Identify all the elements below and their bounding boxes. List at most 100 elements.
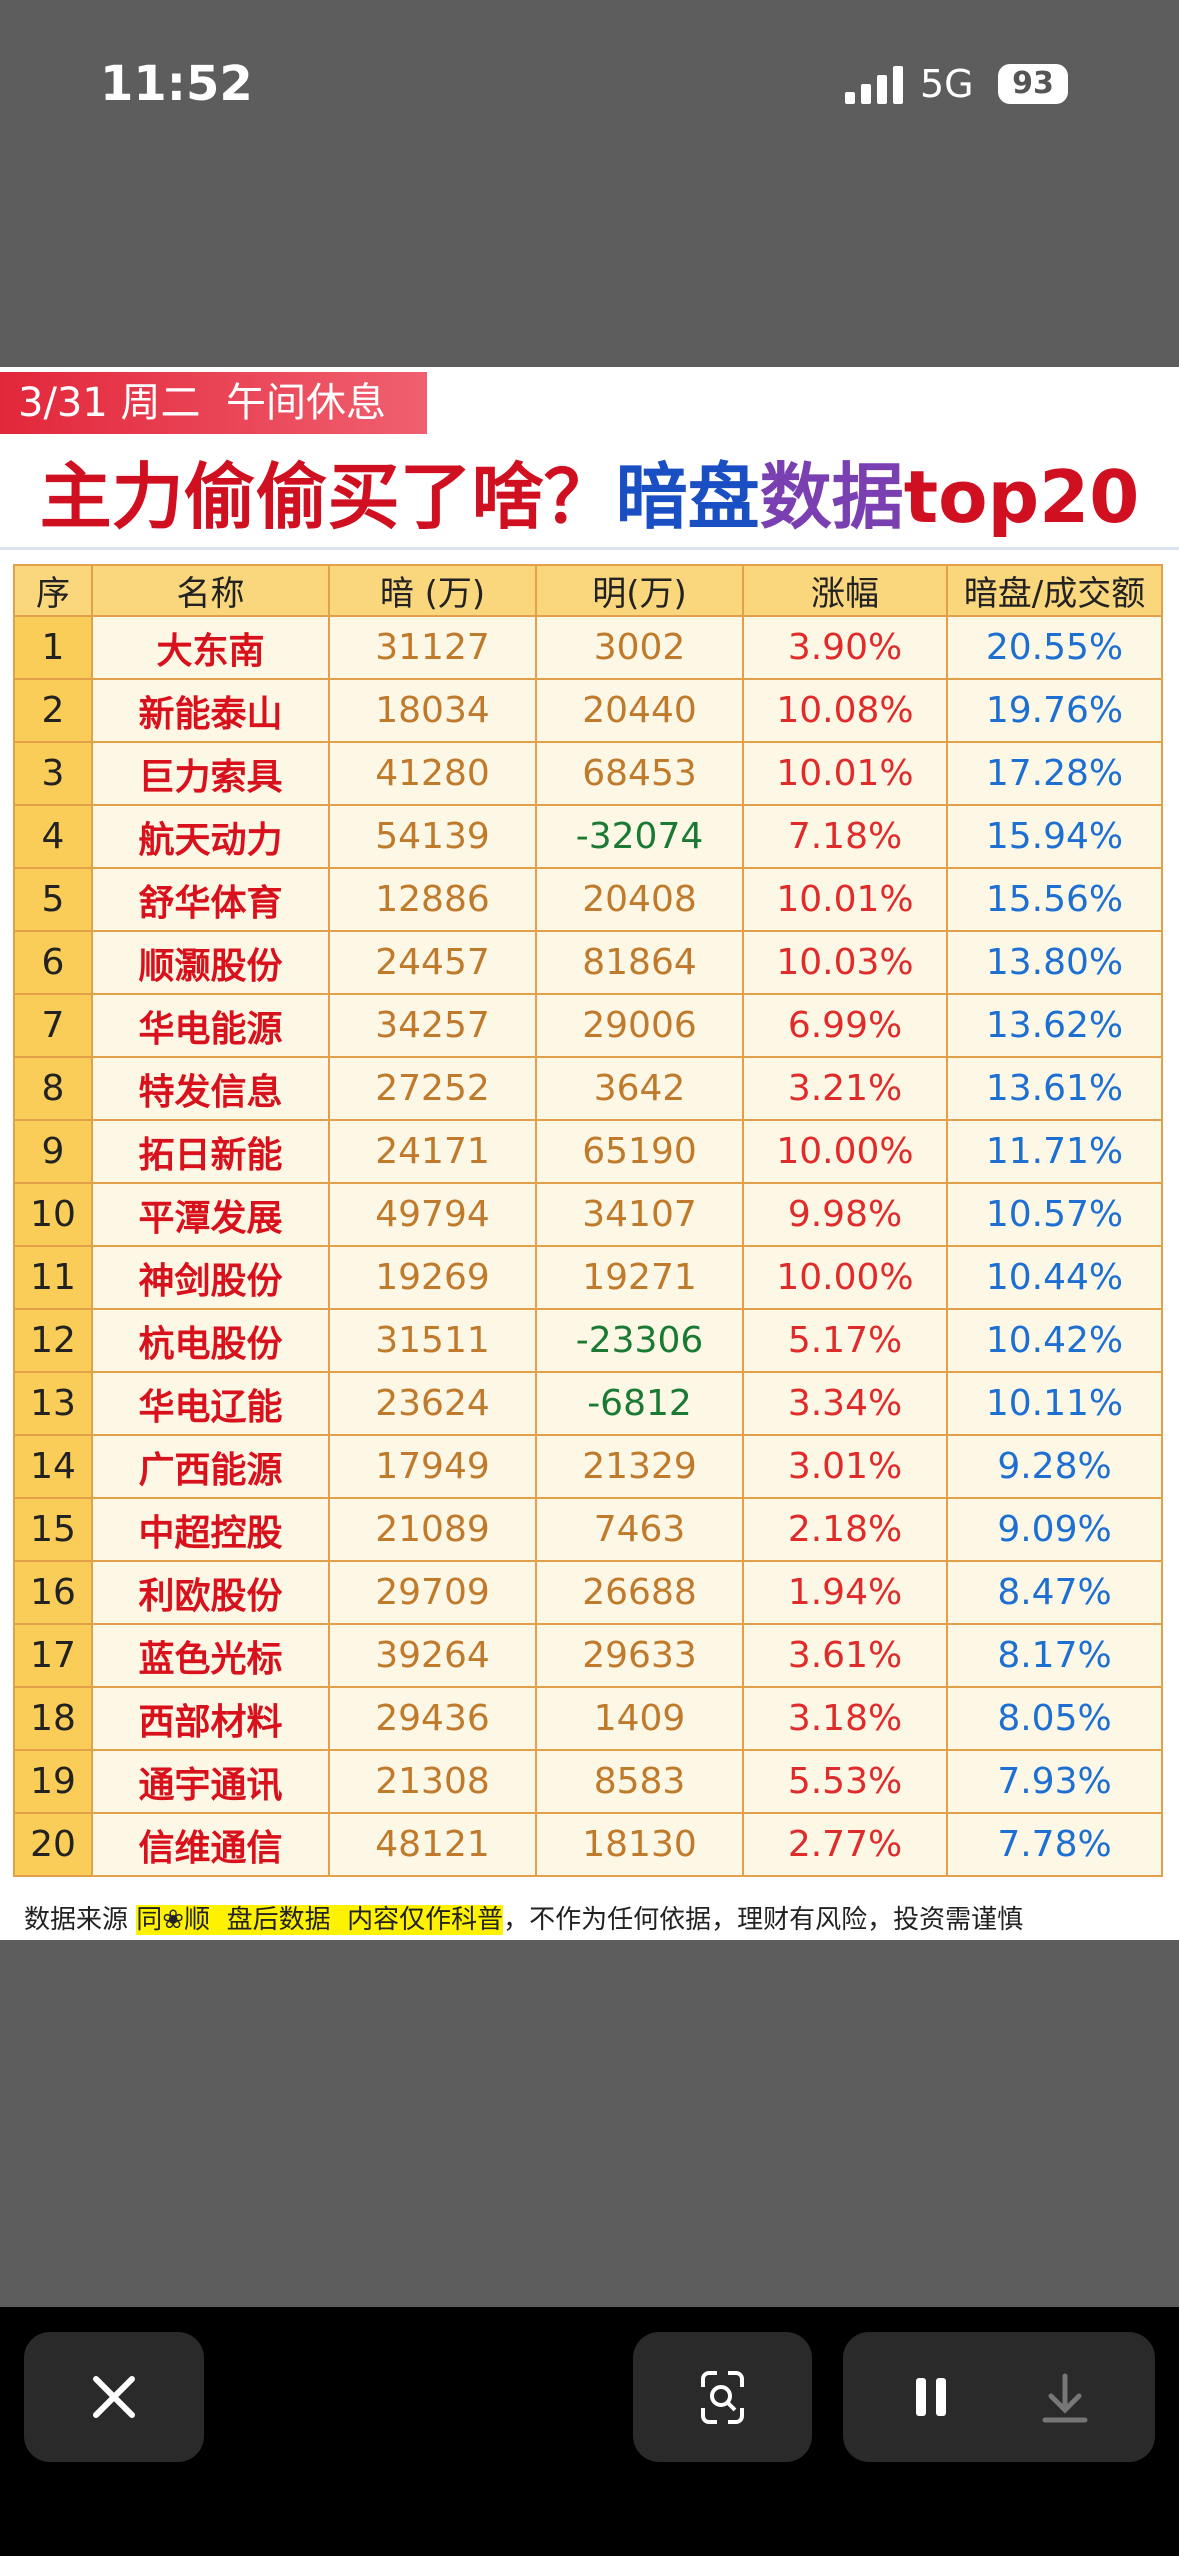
title-part: top20 xyxy=(903,455,1140,539)
table-cell: 15.56% xyxy=(946,867,1163,932)
table-cell: -23306 xyxy=(535,1308,744,1373)
table-cell: 航天动力 xyxy=(91,804,330,869)
table-row: 5 舒华体育 12886 20408 10.01% 15.56% xyxy=(13,867,1163,932)
lens-button[interactable] xyxy=(633,2332,812,2462)
table-row: 3 巨力索具 41280 68453 10.01% 17.28% xyxy=(13,741,1163,806)
table-row: 11 神剑股份 19269 19271 10.00% 10.44% xyxy=(13,1245,1163,1310)
table-cell: 平潭发展 xyxy=(91,1182,330,1247)
table-cell: 18034 xyxy=(328,678,537,743)
table-cell: 19 xyxy=(13,1749,93,1814)
table-cell: 19271 xyxy=(535,1245,744,1310)
header-cell: 暗盘/成交额 xyxy=(946,564,1163,617)
close-icon xyxy=(93,2376,135,2418)
table-cell: 16 xyxy=(13,1560,93,1625)
table-cell: 17949 xyxy=(328,1434,537,1499)
table-cell: 7.18% xyxy=(742,804,948,869)
table-cell: 3.34% xyxy=(742,1371,948,1436)
table-row: 12 杭电股份 31511 -23306 5.17% 10.42% xyxy=(13,1308,1163,1373)
network: 5G xyxy=(920,62,974,106)
table-cell: 10.57% xyxy=(946,1182,1163,1247)
table-cell: 舒华体育 xyxy=(91,867,330,932)
status-time: 11:52 xyxy=(100,56,253,112)
table-cell: 7463 xyxy=(535,1497,744,1562)
table-cell: 3.18% xyxy=(742,1686,948,1751)
table-cell: 蓝色光标 xyxy=(91,1623,330,1688)
data-table: 序名称暗 (万) 明(万) 涨幅 暗盘/成交额 1 大东南 31127 3002 3.90% 20… xyxy=(13,564,1163,1877)
table-cell: 3642 xyxy=(535,1056,744,1121)
table-cell: 19.76% xyxy=(946,678,1163,743)
table-cell: 10.01% xyxy=(742,867,948,932)
table-cell: 5.17% xyxy=(742,1308,948,1373)
divider xyxy=(0,547,1179,550)
table-row: 16 利欧股份 29709 26688 1.94% 8.47% xyxy=(13,1560,1163,1625)
table-cell: 3.01% xyxy=(742,1434,948,1499)
table-cell: 10 xyxy=(13,1182,93,1247)
table-cell: 5.53% xyxy=(742,1749,948,1814)
title-part: 主力偷偷买了啥？ xyxy=(39,455,616,539)
table-row: 14 广西能源 17949 21329 3.01% 9.28% xyxy=(13,1434,1163,1499)
table-cell: 9 xyxy=(13,1119,93,1184)
table-cell: 65190 xyxy=(535,1119,744,1184)
banner: 3/31 周二 午间休息 xyxy=(0,372,427,434)
table-cell: 10.08% xyxy=(742,678,948,743)
table-row: 13 华电辽能 23624 -6812 3.34% 10.11% xyxy=(13,1371,1163,1436)
signal-icon xyxy=(845,66,903,104)
table-cell: 12 xyxy=(13,1308,93,1373)
table-cell: 2.18% xyxy=(742,1497,948,1562)
media-icons[interactable] xyxy=(843,2332,1155,2462)
table-cell: 31127 xyxy=(328,615,537,680)
table-cell: 7 xyxy=(13,993,93,1058)
table-cell: 29633 xyxy=(535,1623,744,1688)
title: 主力偷偷买了啥？暗盘数据top20 xyxy=(0,447,1179,547)
table-cell: 39264 xyxy=(328,1623,537,1688)
table-cell: 9.98% xyxy=(742,1182,948,1247)
table-cell: 10.00% xyxy=(742,1119,948,1184)
table-row: 17 蓝色光标 39264 29633 3.61% 8.17% xyxy=(13,1623,1163,1688)
table-cell: 5 xyxy=(13,867,93,932)
table-cell: 18 xyxy=(13,1686,93,1751)
table-cell: 49794 xyxy=(328,1182,537,1247)
table-cell: 特发信息 xyxy=(91,1056,330,1121)
table-cell: 10.03% xyxy=(742,930,948,995)
header-cell: 暗 (万) xyxy=(328,564,537,617)
table-cell: -6812 xyxy=(535,1371,744,1436)
table-row: 9 拓日新能 24171 65190 10.00% 11.71% xyxy=(13,1119,1163,1184)
title-part: 数据 xyxy=(759,455,904,539)
shared-image: 3/31 周二 午间休息 主力偷偷买了啥？暗盘数据top20 序名称暗 (万) 明… xyxy=(0,367,1179,1940)
table-cell: 10.44% xyxy=(946,1245,1163,1310)
table-cell: 34257 xyxy=(328,993,537,1058)
table-cell: 通宇通讯 xyxy=(91,1749,330,1814)
table-cell: 20408 xyxy=(535,867,744,932)
table-cell: 3002 xyxy=(535,615,744,680)
table-cell: 19269 xyxy=(328,1245,537,1310)
header-row: 序名称暗 (万) 明(万) 涨幅 暗盘/成交额 xyxy=(13,564,1163,617)
table-cell: 13.62% xyxy=(946,993,1163,1058)
table-row: 7 华电能源 34257 29006 6.99% 13.62% xyxy=(13,993,1163,1058)
table-cell: 8.47% xyxy=(946,1560,1163,1625)
table-cell: 29436 xyxy=(328,1686,537,1751)
table-cell: 81864 xyxy=(535,930,744,995)
table-cell: 中超控股 xyxy=(91,1497,330,1562)
table-cell: 21308 xyxy=(328,1749,537,1814)
table-cell: 3.90% xyxy=(742,615,948,680)
table-cell: 13 xyxy=(13,1371,93,1436)
table-cell: 8583 xyxy=(535,1749,744,1814)
table-cell: 广西能源 xyxy=(91,1434,330,1499)
table-cell: 10.42% xyxy=(946,1308,1163,1373)
table-row: 8 特发信息 27252 3642 3.21% 13.61% xyxy=(13,1056,1163,1121)
lens-icon xyxy=(701,2371,744,2424)
header-cell: 涨幅 xyxy=(742,564,948,617)
table-row: 19 通宇通讯 21308 8583 5.53% 7.93% xyxy=(13,1749,1163,1814)
table-cell: 10.01% xyxy=(742,741,948,806)
footer: 数据来源 同❀顺 盘后数据 内容仅作科普，不作为任何依据，理财有风险，投资需谨慎 xyxy=(24,1899,1023,1936)
table-cell: 4 xyxy=(13,804,93,869)
table-row: 20 信维通信 48121 18130 2.77% 7.78% xyxy=(13,1812,1163,1877)
close-button[interactable] xyxy=(24,2332,204,2462)
table-row: 1 大东南 31127 3002 3.90% 20.55% xyxy=(13,615,1163,680)
header-cell: 名称 xyxy=(91,564,330,617)
table-cell: 18130 xyxy=(535,1812,744,1877)
table-row: 15 中超控股 21089 7463 2.18% 9.09% xyxy=(13,1497,1163,1562)
table-cell: 68453 xyxy=(535,741,744,806)
footer-note: ，不作为任何依据，理财有风险，投资需谨慎 xyxy=(503,1905,1024,1935)
